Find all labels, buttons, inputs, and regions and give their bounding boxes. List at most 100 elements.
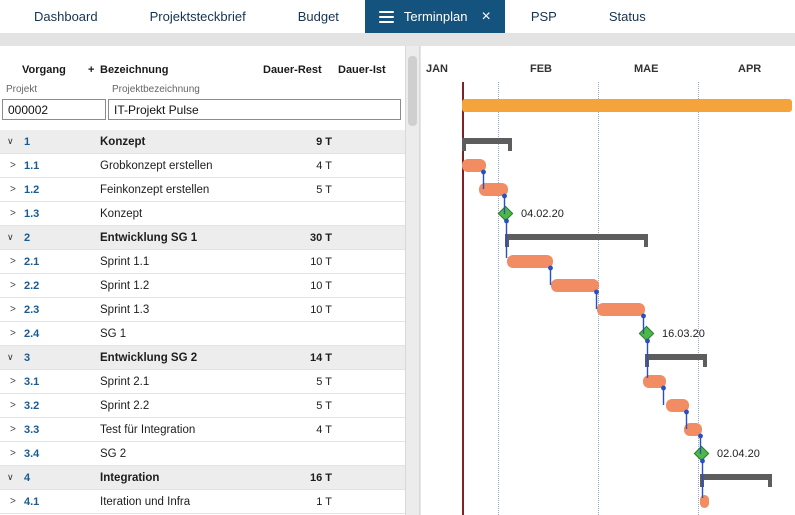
summary-bar-4[interactable] (700, 474, 772, 487)
task-row-2.2[interactable]: >2.2 Sprint 1.2 10 T (0, 274, 405, 298)
task-id: 2 (24, 232, 31, 244)
task-duration: 14 T (309, 352, 332, 364)
task-bar-1.2[interactable] (479, 183, 508, 196)
project-summary-bar[interactable] (462, 99, 792, 112)
tab-projektsteckbrief[interactable]: Projektsteckbrief (124, 0, 272, 33)
column-header-dauer-ist[interactable]: Dauer-Ist (338, 64, 386, 76)
task-row-3[interactable]: ∨ 3 Entwicklung SG 2 14 T (0, 346, 405, 370)
task-duration: 5 T (316, 184, 332, 196)
task-id: 3.4 (24, 448, 40, 460)
task-bar-2.2[interactable] (551, 279, 599, 292)
today-line (462, 82, 464, 515)
task-row-1.1[interactable]: >1.1 Grobkonzept erstellen 4 T (0, 154, 405, 178)
task-id: 3 (24, 352, 31, 364)
column-header-vorgang[interactable]: Vorgang (22, 64, 66, 76)
task-id: 1.1 (24, 160, 40, 172)
task-duration: 10 T (310, 256, 332, 268)
summary-bar-2[interactable] (505, 234, 648, 247)
vertical-scrollbar[interactable] (405, 46, 420, 515)
expand-icon[interactable]: > (10, 256, 16, 267)
collapse-icon[interactable]: ∨ (7, 352, 14, 362)
expand-icon[interactable]: > (10, 328, 16, 339)
expand-icon[interactable]: > (10, 280, 16, 291)
expand-icon[interactable]: > (10, 424, 16, 435)
expand-icon[interactable]: > (10, 448, 16, 459)
close-icon[interactable]: × (481, 7, 491, 25)
task-row-1.2[interactable]: >1.2 Feinkonzept erstellen 5 T (0, 178, 405, 202)
expand-icon[interactable]: > (10, 304, 16, 315)
task-bar-3.2[interactable] (666, 399, 689, 412)
tab-label: Projektsteckbrief (149, 9, 246, 24)
task-bar-3.3[interactable] (684, 423, 702, 436)
expand-icon[interactable]: > (10, 376, 16, 387)
task-id: 1 (24, 136, 31, 148)
summary-bar-1[interactable] (462, 138, 512, 151)
task-id: 3.1 (24, 376, 40, 388)
task-duration: 16 T (309, 472, 332, 484)
month-label-mae: MAE (634, 63, 659, 75)
milestone-3.4[interactable] (693, 445, 710, 462)
task-bar-4.1[interactable] (700, 495, 709, 508)
task-bar-2.3[interactable] (597, 303, 645, 316)
task-row-3.4[interactable]: >3.4 SG 2 (0, 442, 405, 466)
expand-icon[interactable]: > (10, 160, 16, 171)
task-bar-3.1[interactable] (643, 375, 666, 388)
milestone-date-3.4: 02.04.20 (717, 448, 760, 460)
task-duration: 9 T (316, 136, 332, 148)
task-row-1[interactable]: ∨ 1 Konzept 9 T (0, 130, 405, 154)
summary-bar-3[interactable] (645, 354, 707, 367)
task-id: 3.3 (24, 424, 40, 436)
task-id: 4.1 (24, 496, 40, 508)
tab-bar: Dashboard Projektsteckbrief Budget Terminpl… (0, 0, 795, 33)
task-row-2.1[interactable]: >2.1 Sprint 1.1 10 T (0, 250, 405, 274)
month-gridline (498, 82, 499, 515)
tab-psp[interactable]: PSP (505, 0, 583, 33)
scrollbar-thumb[interactable] (408, 56, 417, 126)
task-row-1.3[interactable]: >1.3 Konzept (0, 202, 405, 226)
task-row-3.1[interactable]: >3.1 Sprint 2.1 5 T (0, 370, 405, 394)
task-id: 4 (24, 472, 31, 484)
collapse-icon[interactable]: ∨ (7, 136, 14, 146)
column-header-bezeichnung[interactable]: Bezeichnung (100, 64, 169, 76)
task-bar-1.1[interactable] (462, 159, 486, 172)
projekt-input[interactable] (2, 99, 106, 120)
milestone-date-2.4: 16.03.20 (662, 328, 705, 340)
column-header-dauer-rest[interactable]: Dauer-Rest (263, 64, 322, 76)
add-task-button[interactable]: + (88, 64, 95, 76)
task-id: 2.2 (24, 280, 40, 292)
milestone-1.3[interactable] (497, 205, 514, 222)
task-row-4[interactable]: ∨ 4 Integration 16 T (0, 466, 405, 490)
task-row-3.2[interactable]: >3.2 Sprint 2.2 5 T (0, 394, 405, 418)
task-id: 3.2 (24, 400, 40, 412)
task-id: 2.1 (24, 256, 40, 268)
task-duration: 4 T (316, 424, 332, 436)
task-duration: 10 T (310, 304, 332, 316)
expand-icon[interactable]: > (10, 400, 16, 411)
tab-terminplan[interactable]: Terminplan × (364, 0, 505, 33)
tab-label: Status (608, 9, 646, 24)
expand-icon[interactable]: > (10, 208, 16, 219)
collapse-icon[interactable]: ∨ (7, 472, 14, 482)
task-label: Sprint 1.3 (100, 304, 150, 316)
tab-budget[interactable]: Budget (272, 0, 365, 33)
task-row-2[interactable]: ∨ 2 Entwicklung SG 1 30 T (0, 226, 405, 250)
task-id: 2.4 (24, 328, 40, 340)
tab-status[interactable]: Status (583, 0, 672, 33)
collapse-icon[interactable]: ∨ (7, 232, 14, 242)
expand-icon[interactable]: > (10, 496, 16, 507)
menu-icon[interactable] (378, 10, 394, 23)
month-gridline (598, 82, 599, 515)
task-row-2.3[interactable]: >2.3 Sprint 1.3 10 T (0, 298, 405, 322)
task-bar-2.1[interactable] (507, 255, 553, 268)
tab-dashboard[interactable]: Dashboard (8, 0, 124, 33)
tab-label: Dashboard (34, 9, 98, 24)
task-label: Test für Integration (100, 424, 196, 436)
task-row-2.4[interactable]: >2.4 SG 1 (0, 322, 405, 346)
task-row-4.1[interactable]: >4.1 Iteration und Infra 1 T (0, 490, 405, 514)
toolbar-band (0, 33, 795, 46)
milestone-2.4[interactable] (638, 325, 655, 342)
task-duration: 4 T (316, 160, 332, 172)
task-row-3.3[interactable]: >3.3 Test für Integration 4 T (0, 418, 405, 442)
expand-icon[interactable]: > (10, 184, 16, 195)
projektbezeichnung-input[interactable] (108, 99, 401, 120)
